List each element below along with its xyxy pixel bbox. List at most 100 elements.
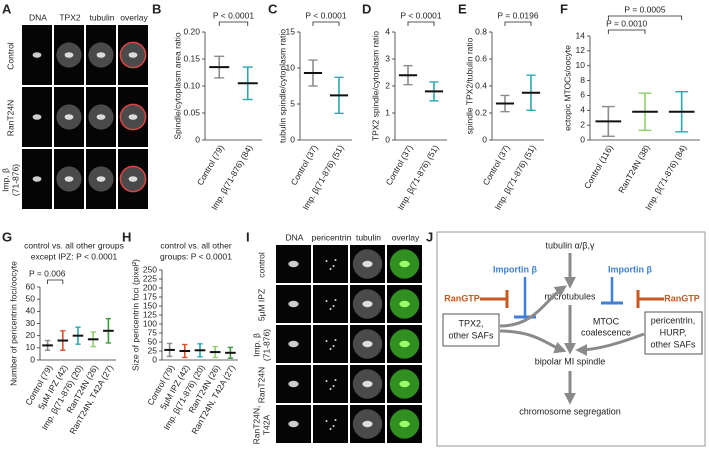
annotation: P = 0.0005	[624, 4, 665, 14]
column-header: pericentrin	[312, 232, 352, 242]
annotation: P < 0.0001	[305, 10, 346, 20]
spindle	[288, 420, 299, 428]
spindle	[288, 300, 299, 308]
spindle	[96, 176, 106, 182]
box	[644, 311, 703, 355]
annotation: except IPZ: P < 0.0001	[31, 251, 118, 261]
focus	[329, 428, 332, 430]
focus	[325, 260, 328, 262]
focus	[334, 299, 337, 301]
focus	[334, 379, 337, 381]
y-tick-label: 50	[148, 336, 158, 346]
y-axis-label: ectopic MTOCs/oocyte	[562, 45, 572, 131]
mtoc: coalescence	[581, 327, 631, 337]
annotation: P = 0.0010	[606, 18, 647, 28]
panel-label: H	[122, 229, 131, 244]
y-tick-label: 175	[143, 291, 157, 301]
row-label: RanT24N,	[251, 406, 261, 445]
column-header: overlay	[392, 232, 420, 242]
y-tick-label: 12	[576, 45, 586, 55]
focus	[325, 420, 328, 422]
column-header: DNA	[286, 232, 304, 242]
arrow	[575, 332, 645, 356]
y-axis-label: Number of pericentrin foci/oocyte	[8, 261, 18, 386]
annotation: P < 0.0001	[400, 10, 441, 20]
column-header: DNA	[29, 12, 47, 22]
spindle	[399, 340, 410, 348]
y-tick-label: 0	[30, 354, 35, 364]
focus	[332, 385, 335, 387]
y-tick-label: 40	[26, 306, 36, 316]
y-axis-label: TPX2 spindle/cytoplasm ratio	[370, 31, 380, 141]
column-header: TPX2	[59, 12, 81, 22]
y-axis-label: tubulin spindle/cytoplasm ratio	[277, 29, 287, 143]
row-label: (71-876)	[261, 329, 271, 361]
focus	[332, 305, 335, 307]
y-tick-label: 0.20	[183, 26, 200, 36]
focus	[325, 340, 328, 342]
spindle	[128, 52, 138, 58]
annotation: P < 0.0001	[213, 10, 254, 20]
y-tick-label: 5	[290, 98, 295, 108]
row-label: control	[256, 252, 266, 278]
y-tick-label: 14	[576, 30, 586, 40]
row-label: Control	[5, 42, 15, 70]
panel-label: A	[2, 1, 12, 16]
spindle	[362, 300, 373, 308]
y-tick-label: 2	[385, 80, 390, 90]
panel-label: J	[426, 229, 433, 244]
rangtp: RanGTP	[664, 293, 700, 303]
significance-bracket	[218, 21, 249, 26]
y-tick-label: 250	[143, 264, 157, 274]
rangtp: RanGTP	[444, 293, 480, 303]
focus	[332, 345, 335, 347]
spindle	[32, 176, 42, 182]
spindle: bipolar MI spindle	[535, 356, 606, 366]
spindle	[362, 420, 373, 428]
y-tick-label: 6	[580, 90, 585, 100]
row-label: (71-876)	[10, 164, 20, 196]
y-tick-label: 125	[143, 309, 157, 319]
y-tick-label: 20	[26, 330, 36, 340]
y-tick-label: 0	[580, 134, 585, 144]
spindle	[96, 52, 106, 58]
y-tick-label: 0.05	[183, 107, 200, 117]
focus	[325, 380, 328, 382]
panel-label: F	[560, 1, 568, 16]
diagram-frame	[436, 231, 706, 447]
significance-bracket	[407, 21, 435, 26]
micrograph	[313, 405, 348, 443]
x-tick-label: Control (116)	[582, 143, 615, 191]
oocyte-ring	[119, 41, 147, 69]
y-axis-label: Size of pericentrin foci (pixel²)	[130, 259, 140, 371]
y-tick-label: 60	[26, 281, 36, 291]
y-tick-label: 150	[143, 300, 157, 310]
panel-label: G	[2, 229, 12, 244]
focus	[332, 265, 335, 267]
y-tick-label: 4	[385, 26, 390, 36]
y-tick-label: 75	[148, 327, 158, 337]
y-tick-label: 0	[195, 134, 200, 144]
y-tick-label: 0.4	[475, 80, 487, 90]
spindle	[288, 260, 299, 268]
spindle	[399, 300, 410, 308]
spindle	[64, 176, 74, 182]
y-tick-label: 225	[143, 273, 157, 283]
y-tick-label: 4	[580, 105, 585, 115]
focus	[329, 268, 332, 270]
spindle	[96, 114, 106, 120]
y-tick-label: 25	[148, 345, 158, 355]
y-tick-label: 10	[286, 62, 296, 72]
arrow	[499, 285, 567, 328]
focus	[334, 339, 337, 341]
spindle	[362, 260, 373, 268]
annotation: P = 0.006	[29, 268, 66, 278]
spindle	[128, 114, 138, 120]
focus	[329, 348, 332, 350]
annotation: groups: P < 0.0001	[160, 251, 232, 261]
y-tick-label: 0	[152, 354, 157, 364]
annotation: control vs. all other groups	[24, 240, 124, 250]
y-tick-label: 0.8	[475, 26, 487, 36]
y-tick-label: 3	[385, 53, 390, 63]
box-text: other SAFs	[650, 339, 696, 349]
